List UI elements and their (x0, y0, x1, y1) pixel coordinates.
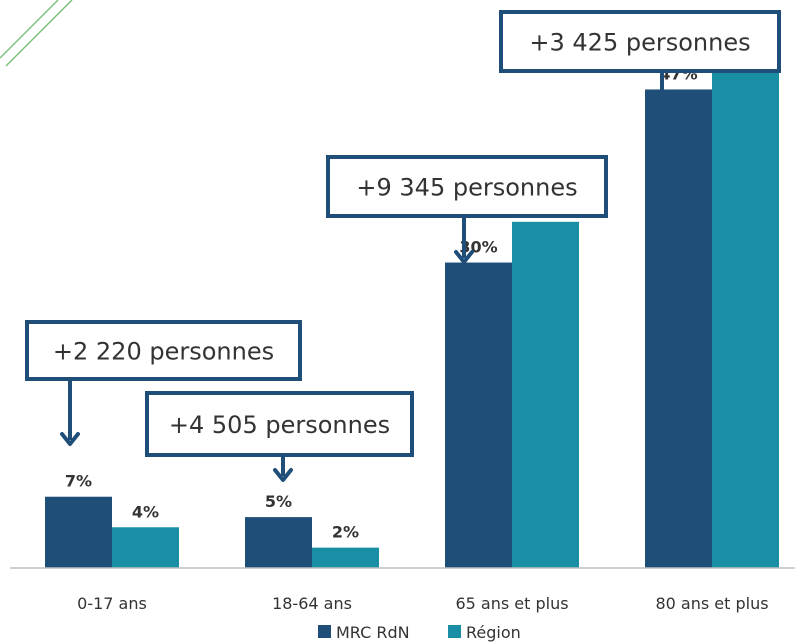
data-label-region-0-17-ans: 4% (132, 502, 159, 521)
legend-swatch-mrc-rdn (318, 625, 331, 638)
callout-arrow-head (454, 250, 474, 264)
data-label-mrc-rdn-0-17-ans: 7% (65, 472, 92, 491)
data-label-mrc-rdn-65-ans-et-plus: 30% (459, 238, 497, 257)
corner-line (5, 0, 73, 67)
tick-label-80-ans-et-plus: 80 ans et plus (655, 594, 768, 613)
callout-box (499, 10, 781, 73)
bar-region-0-17-ans (112, 527, 179, 568)
callout-arrow-head (652, 91, 672, 105)
legend-swatch-region (448, 625, 461, 638)
callout-65-ans-et-plus: +9 345 personnes (326, 155, 608, 264)
bar-region-80-ans-et-plus (712, 48, 779, 568)
legend-label-mrc-rdn: MRC RdN (336, 623, 410, 642)
callout-text: +4 505 personnes (169, 411, 390, 439)
bar-mrc-rdn-80-ans-et-plus (645, 89, 712, 569)
x-tick-labels: 0-17 ans 18-64 ans 65 ans et plus 80 ans et… (77, 594, 768, 613)
bars-group (45, 48, 779, 569)
legend: MRC RdN Région (318, 623, 521, 642)
tick-label-65-ans-et-plus: 65 ans et plus (455, 594, 568, 613)
data-label-mrc-rdn-18-64-ans: 5% (265, 492, 292, 511)
callout-arrow-head (273, 468, 293, 482)
callout-arrow-head (60, 432, 80, 446)
tick-label-18-64-ans: 18-64 ans (272, 594, 352, 613)
corner-line (0, 0, 59, 59)
callout-80-ans-et-plus: +3 425 personnes (499, 10, 781, 105)
bar-mrc-rdn-18-64-ans (245, 517, 312, 568)
data-label-region-18-64-ans: 2% (332, 523, 359, 542)
callout-text: +3 425 personnes (529, 29, 750, 57)
callout-18-64-ans: +4 505 personnes (145, 391, 414, 482)
callout-text: +9 345 personnes (356, 174, 577, 202)
callout-text: +2 220 personnes (53, 338, 274, 366)
legend-label-region: Région (466, 623, 521, 642)
corner-decoration (0, 0, 73, 67)
bar-mrc-rdn-65-ans-et-plus (445, 262, 512, 568)
callouts-group: +2 220 personnes +4 505 personnes +9 345 p… (25, 10, 781, 482)
callout-box (25, 320, 302, 381)
callout-box (326, 155, 608, 218)
callout-box (145, 391, 414, 457)
bar-region-65-ans-et-plus (512, 221, 579, 568)
tick-label-0-17-ans: 0-17 ans (77, 594, 147, 613)
bar-region-18-64-ans (312, 547, 379, 568)
callout-0-17-ans: +2 220 personnes (25, 320, 302, 446)
bar-mrc-rdn-0-17-ans (45, 496, 112, 568)
